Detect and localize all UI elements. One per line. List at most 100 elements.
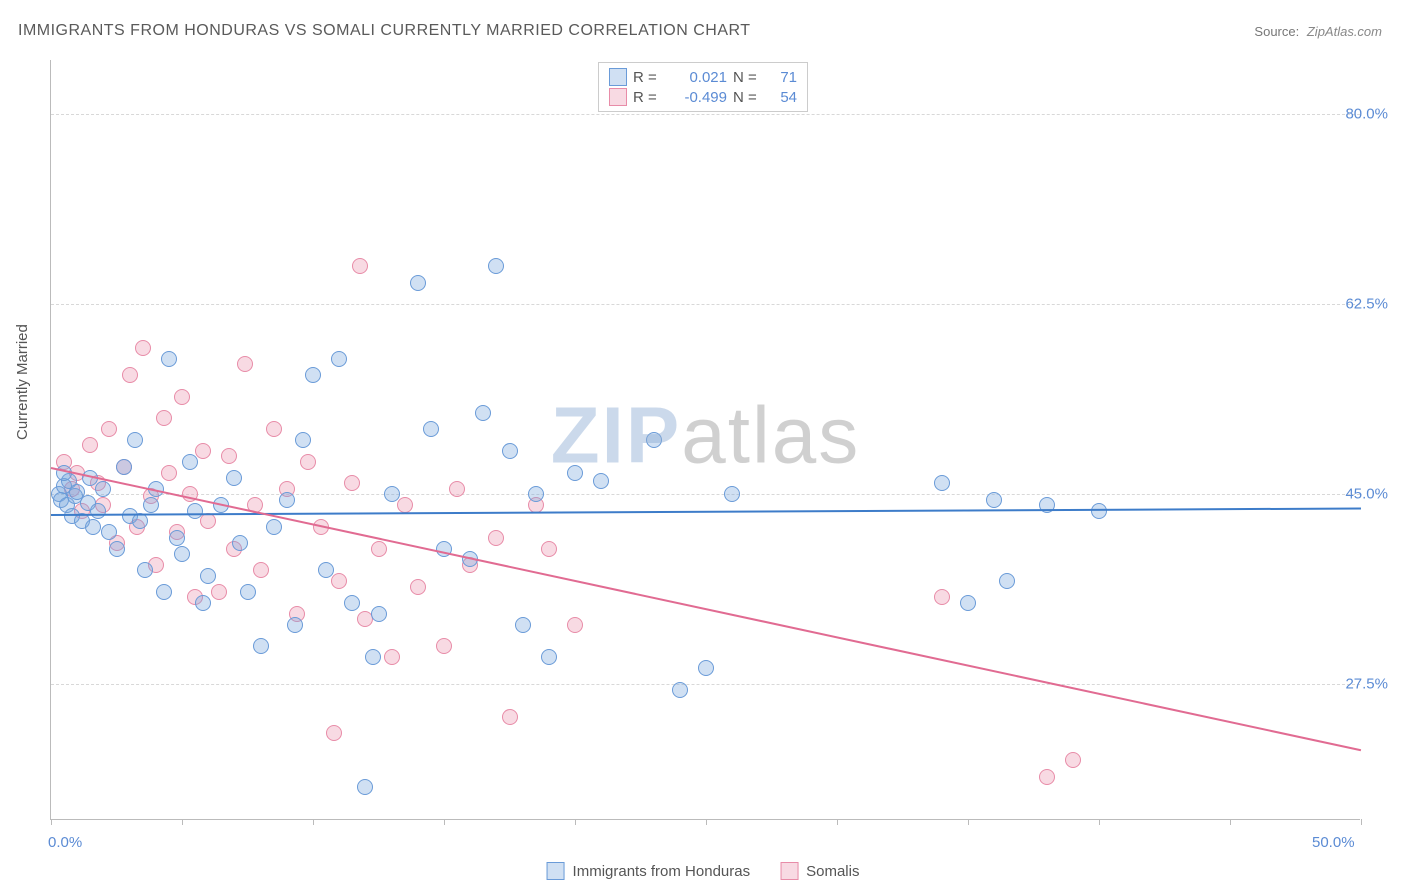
data-point <box>221 448 237 464</box>
x-tick <box>182 819 183 825</box>
source-label: Source: <box>1254 24 1299 39</box>
data-point <box>934 475 950 491</box>
data-point <box>371 541 387 557</box>
data-point <box>226 470 242 486</box>
data-point <box>502 443 518 459</box>
data-point <box>318 562 334 578</box>
data-point <box>344 595 360 611</box>
watermark: ZIPatlas <box>551 389 860 481</box>
data-point <box>85 519 101 535</box>
data-point <box>357 779 373 795</box>
data-point <box>187 503 203 519</box>
y-tick-label: 45.0% <box>1345 486 1388 503</box>
data-point <box>135 340 151 356</box>
data-point <box>90 503 106 519</box>
data-point <box>488 258 504 274</box>
data-point <box>567 465 583 481</box>
data-point <box>137 562 153 578</box>
data-point <box>195 443 211 459</box>
gridline <box>51 304 1360 305</box>
gridline <box>51 114 1360 115</box>
y-axis-label: Currently Married <box>14 324 31 440</box>
data-point <box>528 486 544 502</box>
data-point <box>365 649 381 665</box>
data-point <box>182 454 198 470</box>
data-point <box>95 481 111 497</box>
legend-item: Somalis <box>780 862 859 880</box>
data-point <box>698 660 714 676</box>
data-point <box>960 595 976 611</box>
data-point <box>101 524 117 540</box>
data-point <box>266 519 282 535</box>
data-point <box>253 638 269 654</box>
x-tick-label: 50.0% <box>1312 834 1355 851</box>
data-point <box>646 432 662 448</box>
legend-n-label: N = <box>733 69 761 86</box>
gridline <box>51 494 1360 495</box>
data-point <box>211 584 227 600</box>
data-point <box>934 589 950 605</box>
x-tick <box>1361 819 1362 825</box>
chart-title: IMMIGRANTS FROM HONDURAS VS SOMALI CURRE… <box>18 22 751 40</box>
data-point <box>122 367 138 383</box>
data-point <box>436 638 452 654</box>
data-point <box>397 497 413 513</box>
data-point <box>174 546 190 562</box>
x-tick <box>51 819 52 825</box>
data-point <box>593 473 609 489</box>
data-point <box>331 573 347 589</box>
legend-r-value-honduras: 0.021 <box>667 69 727 86</box>
data-point <box>253 562 269 578</box>
data-point <box>237 356 253 372</box>
data-point <box>161 465 177 481</box>
data-point <box>1065 752 1081 768</box>
data-point <box>449 481 465 497</box>
y-tick-label: 80.0% <box>1345 106 1388 123</box>
data-point <box>502 709 518 725</box>
data-point <box>109 541 125 557</box>
x-tick <box>575 819 576 825</box>
x-tick <box>1099 819 1100 825</box>
x-tick <box>444 819 445 825</box>
x-tick <box>706 819 707 825</box>
data-point <box>156 410 172 426</box>
x-tick <box>1230 819 1231 825</box>
y-tick-label: 62.5% <box>1345 296 1388 313</box>
data-point <box>541 541 557 557</box>
data-point <box>326 725 342 741</box>
data-point <box>287 617 303 633</box>
legend-label: Somalis <box>806 863 859 880</box>
data-point <box>101 421 117 437</box>
legend-item: Immigrants from Honduras <box>547 862 751 880</box>
data-point <box>143 497 159 513</box>
x-tick <box>837 819 838 825</box>
legend-r-value-somalis: -0.499 <box>667 89 727 106</box>
data-point <box>672 682 688 698</box>
data-point <box>232 535 248 551</box>
data-point <box>305 367 321 383</box>
data-point <box>82 437 98 453</box>
legend-n-value-honduras: 71 <box>767 69 797 86</box>
data-point <box>200 513 216 529</box>
data-point <box>169 530 185 546</box>
legend-swatch-honduras <box>609 68 627 86</box>
data-point <box>410 275 426 291</box>
x-tick <box>968 819 969 825</box>
legend-n-label: N = <box>733 89 761 106</box>
data-point <box>352 258 368 274</box>
data-point <box>300 454 316 470</box>
y-tick-label: 27.5% <box>1345 676 1388 693</box>
data-point <box>116 459 132 475</box>
source-value: ZipAtlas.com <box>1307 24 1382 39</box>
data-point <box>567 617 583 633</box>
data-point <box>200 568 216 584</box>
data-point <box>240 584 256 600</box>
data-point <box>1039 769 1055 785</box>
data-point <box>195 595 211 611</box>
legend-swatch <box>780 862 798 880</box>
data-point <box>541 649 557 665</box>
legend-r-label: R = <box>633 69 661 86</box>
data-point <box>384 486 400 502</box>
scatter-plot-area: ZIPatlas <box>50 60 1360 820</box>
legend-swatch-somalis <box>609 88 627 106</box>
